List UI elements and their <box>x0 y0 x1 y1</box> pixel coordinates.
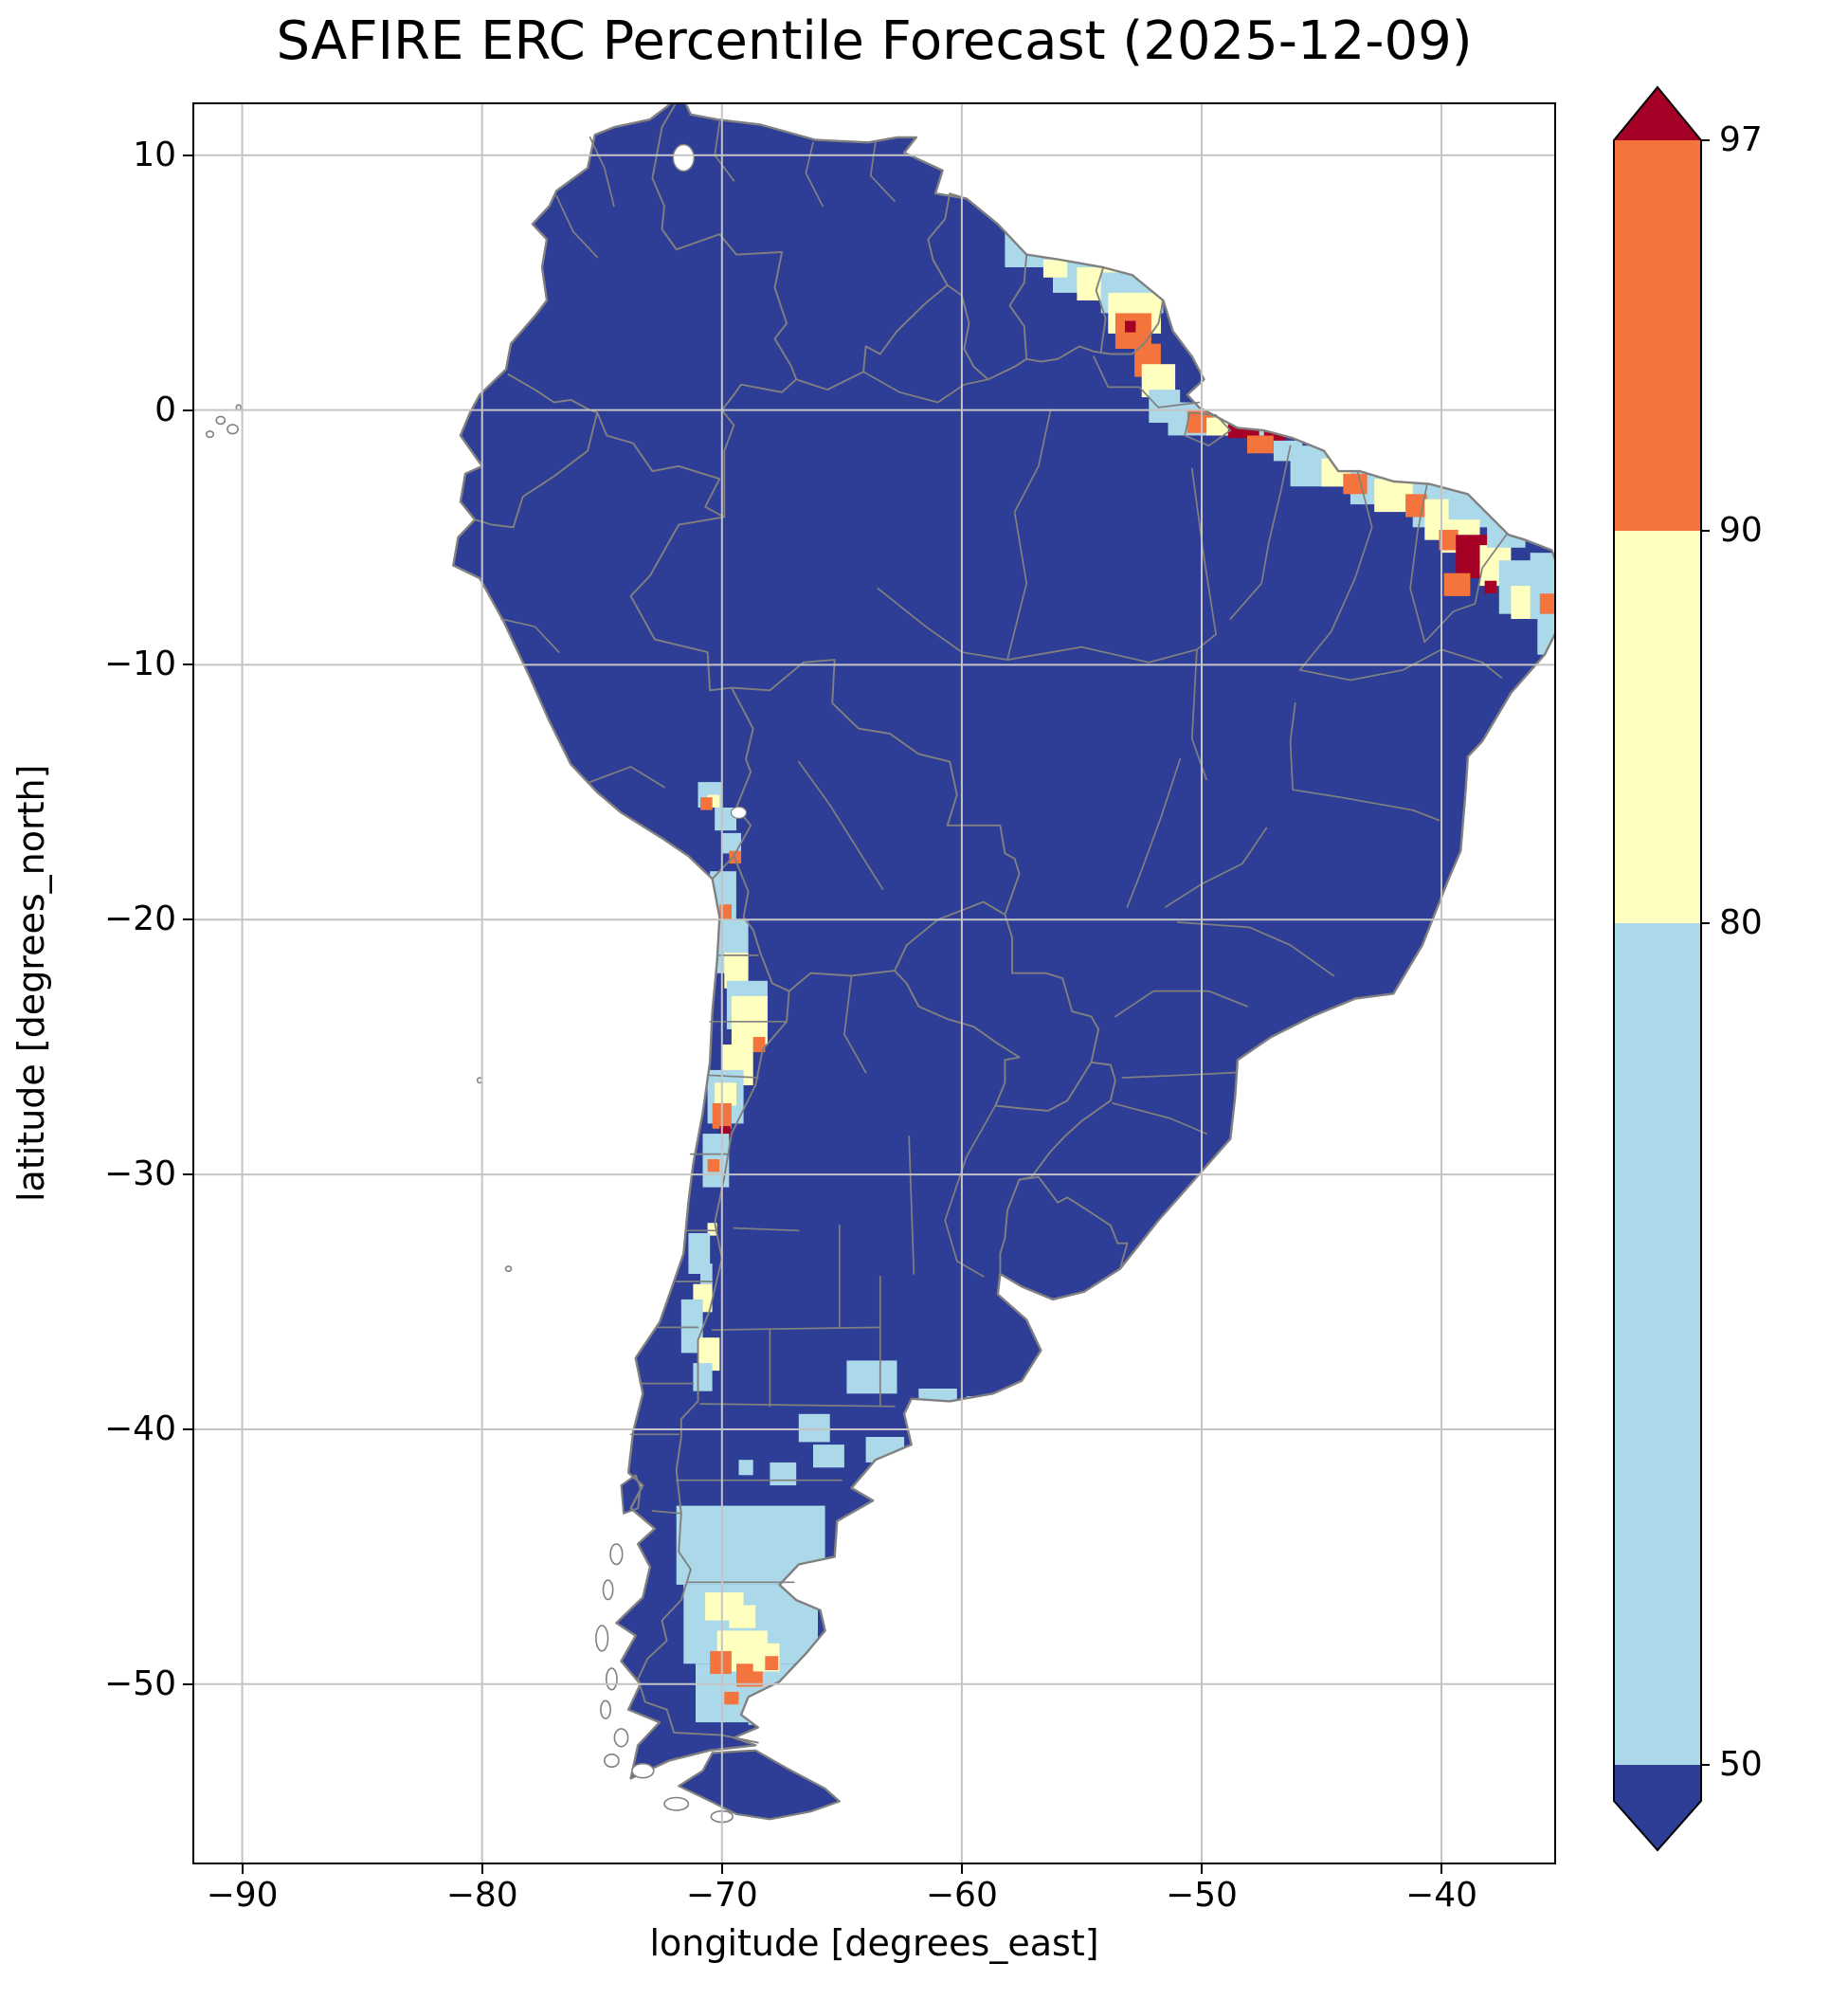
colorbar-tick-label: 90 <box>1719 511 1763 550</box>
y-tick-mark <box>183 1173 192 1176</box>
y-axis-label: latitude [degrees_north] <box>10 764 52 1203</box>
y-tick-label: −30 <box>104 1154 176 1194</box>
x-tick-mark <box>1440 1864 1443 1874</box>
y-tick-label: −50 <box>104 1663 176 1703</box>
y-tick-mark <box>183 663 192 666</box>
y-tick-mark <box>183 1427 192 1430</box>
x-tick-mark <box>241 1864 244 1874</box>
x-tick-label: −60 <box>925 1876 998 1915</box>
x-tick-label: −80 <box>445 1876 518 1915</box>
x-tick-label: −90 <box>206 1876 279 1915</box>
y-tick-label: −20 <box>104 900 176 939</box>
colorbar-tick-label: 50 <box>1719 1745 1763 1784</box>
chart-title: SAFIRE ERC Percentile Forecast (2025-12-… <box>276 10 1473 72</box>
colorbar <box>1613 85 1710 1852</box>
colorbar-tick-label: 80 <box>1719 903 1763 942</box>
y-tick-label: 10 <box>133 135 176 174</box>
y-tick-mark <box>183 409 192 411</box>
x-tick-label: −40 <box>1405 1876 1478 1915</box>
y-tick-mark <box>183 918 192 921</box>
y-tick-label: 0 <box>154 390 176 429</box>
x-tick-mark <box>480 1864 483 1874</box>
y-tick-mark <box>183 1682 192 1685</box>
plot-area <box>192 102 1556 1864</box>
y-tick-label: −40 <box>104 1408 176 1448</box>
colorbar-tick-label: 97 <box>1719 120 1763 159</box>
x-tick-label: −70 <box>685 1876 758 1915</box>
x-tick-mark <box>960 1864 963 1874</box>
x-tick-mark <box>1200 1864 1203 1874</box>
x-tick-label: −50 <box>1165 1876 1238 1915</box>
x-axis-label: longitude [degrees_east] <box>649 1922 1099 1964</box>
x-tick-mark <box>720 1864 723 1874</box>
y-tick-label: −10 <box>104 645 176 684</box>
y-tick-mark <box>183 154 192 156</box>
south-america-map <box>194 104 1554 1863</box>
